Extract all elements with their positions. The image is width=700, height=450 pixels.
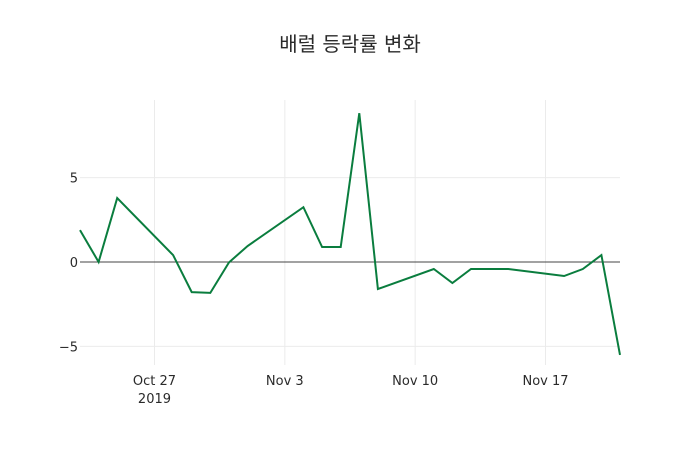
x-tick-label: Nov 17 xyxy=(522,374,568,389)
gridlines xyxy=(80,100,620,365)
series-line xyxy=(79,113,621,356)
x-tick-year: 2019 xyxy=(138,392,171,407)
chart-title: 배럴 등락률 변화 xyxy=(279,32,421,56)
y-tick-label: 0 xyxy=(70,256,78,271)
x-tick-label: Nov 3 xyxy=(266,374,304,389)
x-tick-label: Oct 27 xyxy=(133,374,176,389)
x-axis-ticks: Oct 27 2019 Nov 3 Nov 10 Nov 17 xyxy=(133,374,569,407)
x-tick-label: Nov 10 xyxy=(392,374,438,389)
y-axis-ticks: 5 0 −5 xyxy=(59,172,78,356)
y-tick-label: 5 xyxy=(70,172,78,187)
y-tick-label: −5 xyxy=(59,340,78,355)
